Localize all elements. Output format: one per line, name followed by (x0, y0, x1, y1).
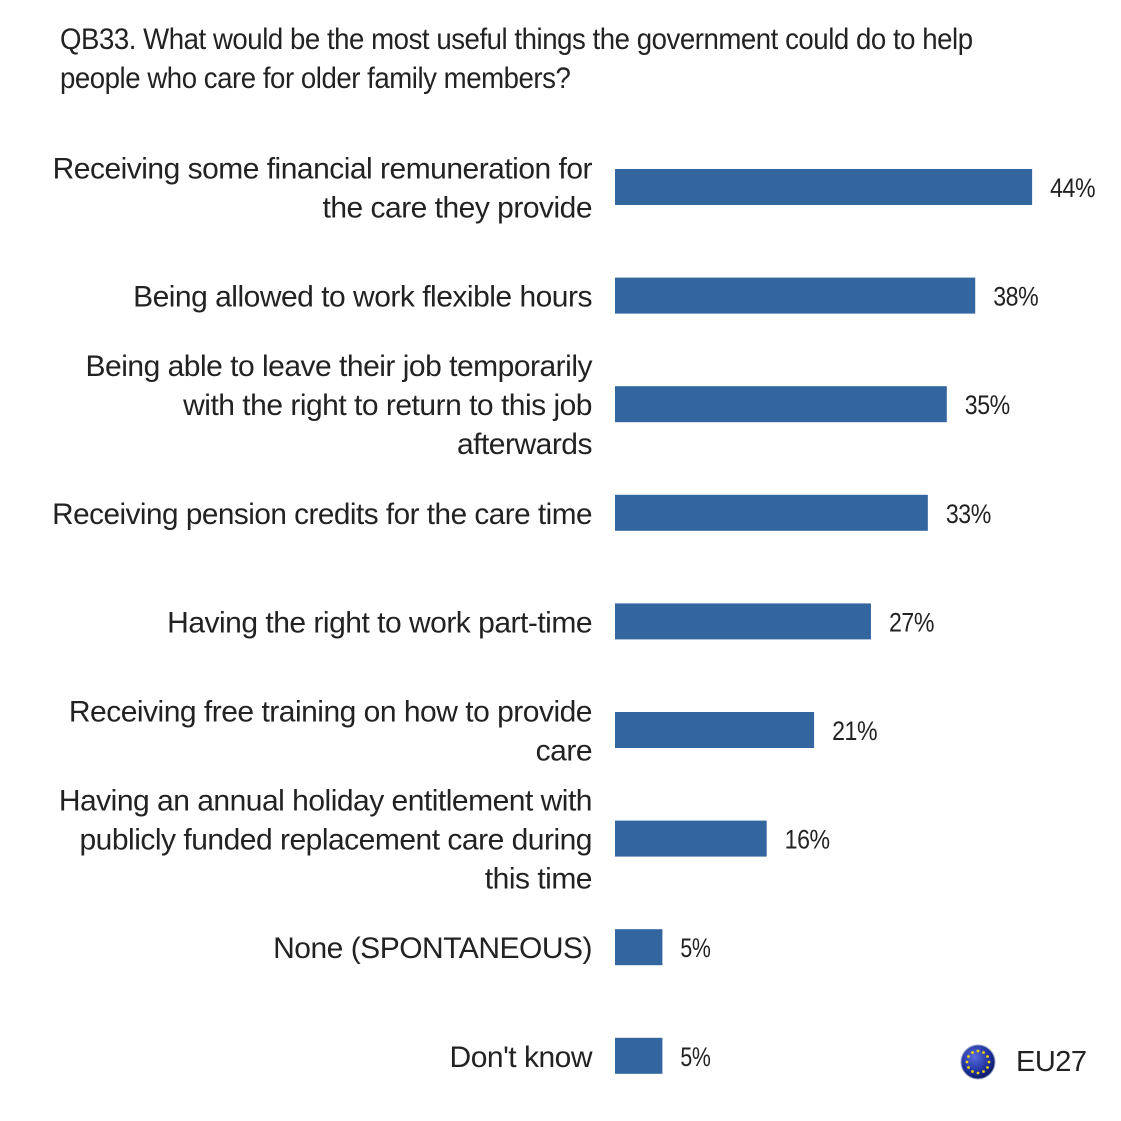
value-label-1: 38% (993, 282, 1038, 312)
eu-star-icon (986, 1055, 989, 1058)
value-label-0: 44% (1050, 173, 1095, 203)
bar-8 (615, 1037, 663, 1074)
bar-6 (615, 820, 767, 857)
eu-star-icon (967, 1066, 970, 1069)
eu-star-icon (986, 1066, 989, 1069)
value-label-6: 16% (785, 825, 830, 855)
eu-star-icon (971, 1051, 974, 1054)
category-label-3: Receiving pension credits for the care t… (52, 498, 592, 531)
category-label-5: Receiving free training on how to provid… (69, 696, 592, 768)
legend: EU27 (960, 1043, 1087, 1081)
legend-label: EU27 (1016, 1045, 1087, 1078)
bar-2 (615, 386, 947, 423)
value-label-7: 5% (680, 933, 710, 963)
bar-5 (615, 712, 815, 748)
bars-layer: 44% Receiving some financial remuneration… (52, 152, 1096, 1074)
bar-4 (615, 603, 871, 640)
bar-3 (615, 494, 928, 531)
eu-star-icon (987, 1060, 991, 1064)
chart-title: QB33. What would be the most useful thin… (60, 23, 973, 95)
category-label-1: Being allowed to work flexible hours (133, 281, 592, 314)
eu-star-icon (976, 1049, 980, 1053)
eu-star-icon (976, 1071, 980, 1075)
eu-star-icon (982, 1070, 985, 1073)
category-label-8: Don't know (450, 1041, 593, 1074)
eu-star-icon (965, 1060, 969, 1064)
eu-star-icon (971, 1070, 974, 1073)
category-label-6: Having an annual holiday entitlement wit… (59, 785, 592, 896)
value-label-2: 35% (965, 390, 1010, 420)
eu-star-icon (982, 1051, 985, 1054)
value-label-4: 27% (889, 607, 934, 637)
value-label-3: 33% (946, 499, 991, 529)
bar-0 (615, 169, 1033, 205)
eu-star-icon (967, 1055, 970, 1058)
bar-1 (615, 277, 976, 314)
value-label-5: 21% (832, 716, 877, 746)
category-label-4: Having the right to work part-time (167, 606, 592, 639)
bar-7 (615, 929, 663, 966)
eu-flag-icon (960, 1044, 996, 1080)
category-label-2: Being able to leave their job temporaril… (86, 350, 593, 461)
category-label-7: None (SPONTANEOUS) (273, 932, 592, 965)
category-label-0: Receiving some financial remuneration fo… (53, 152, 593, 224)
value-label-8: 5% (680, 1042, 710, 1072)
